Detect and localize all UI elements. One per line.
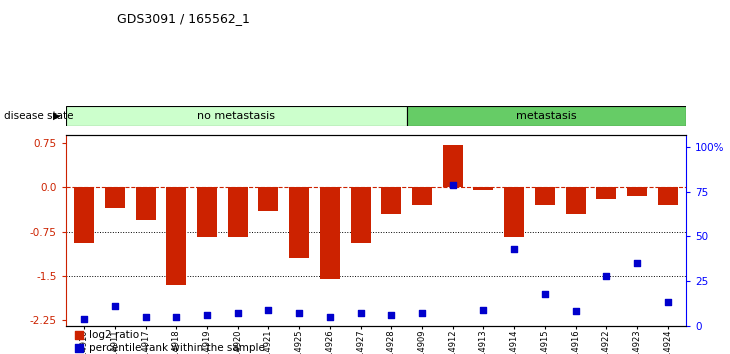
Bar <box>228 188 247 238</box>
Bar <box>412 188 432 205</box>
Point <box>355 310 366 316</box>
Bar <box>596 188 616 199</box>
Point <box>170 314 182 320</box>
Point <box>508 246 520 252</box>
Text: metastasis: metastasis <box>516 111 577 121</box>
Bar <box>105 188 125 208</box>
Bar <box>381 188 402 214</box>
Bar <box>535 188 555 205</box>
Text: ▶: ▶ <box>53 111 61 121</box>
Point <box>662 299 674 305</box>
Bar <box>289 188 309 258</box>
Bar <box>74 188 94 243</box>
Bar <box>566 188 585 214</box>
Bar <box>658 188 677 205</box>
Point <box>416 310 428 316</box>
Bar <box>350 188 371 243</box>
Bar <box>474 188 493 190</box>
Bar <box>136 188 155 220</box>
Point <box>109 303 120 309</box>
Text: log2 ratio: log2 ratio <box>89 330 139 340</box>
Text: GDS3091 / 165562_1: GDS3091 / 165562_1 <box>117 12 250 25</box>
Point <box>477 307 489 313</box>
Bar <box>627 188 647 196</box>
Point <box>78 316 90 321</box>
Point <box>385 312 397 318</box>
Bar <box>504 188 524 238</box>
Point <box>631 260 643 266</box>
Text: percentile rank within the sample: percentile rank within the sample <box>89 343 265 353</box>
Bar <box>66 106 407 126</box>
Point <box>570 309 582 314</box>
Bar <box>443 145 463 188</box>
Point <box>263 307 274 313</box>
Point <box>74 346 85 351</box>
Bar <box>166 188 186 285</box>
Text: no metastasis: no metastasis <box>197 111 275 121</box>
Point <box>324 314 336 320</box>
Point <box>447 182 458 187</box>
Bar <box>407 106 686 126</box>
Point <box>232 310 244 316</box>
Point <box>601 273 612 279</box>
Text: disease state: disease state <box>4 111 73 121</box>
Bar <box>320 188 340 279</box>
Bar <box>258 188 278 211</box>
Bar <box>197 188 217 238</box>
Point <box>539 291 550 296</box>
Point <box>139 314 151 320</box>
Point <box>201 312 213 318</box>
Point <box>74 332 85 338</box>
Point <box>293 310 305 316</box>
